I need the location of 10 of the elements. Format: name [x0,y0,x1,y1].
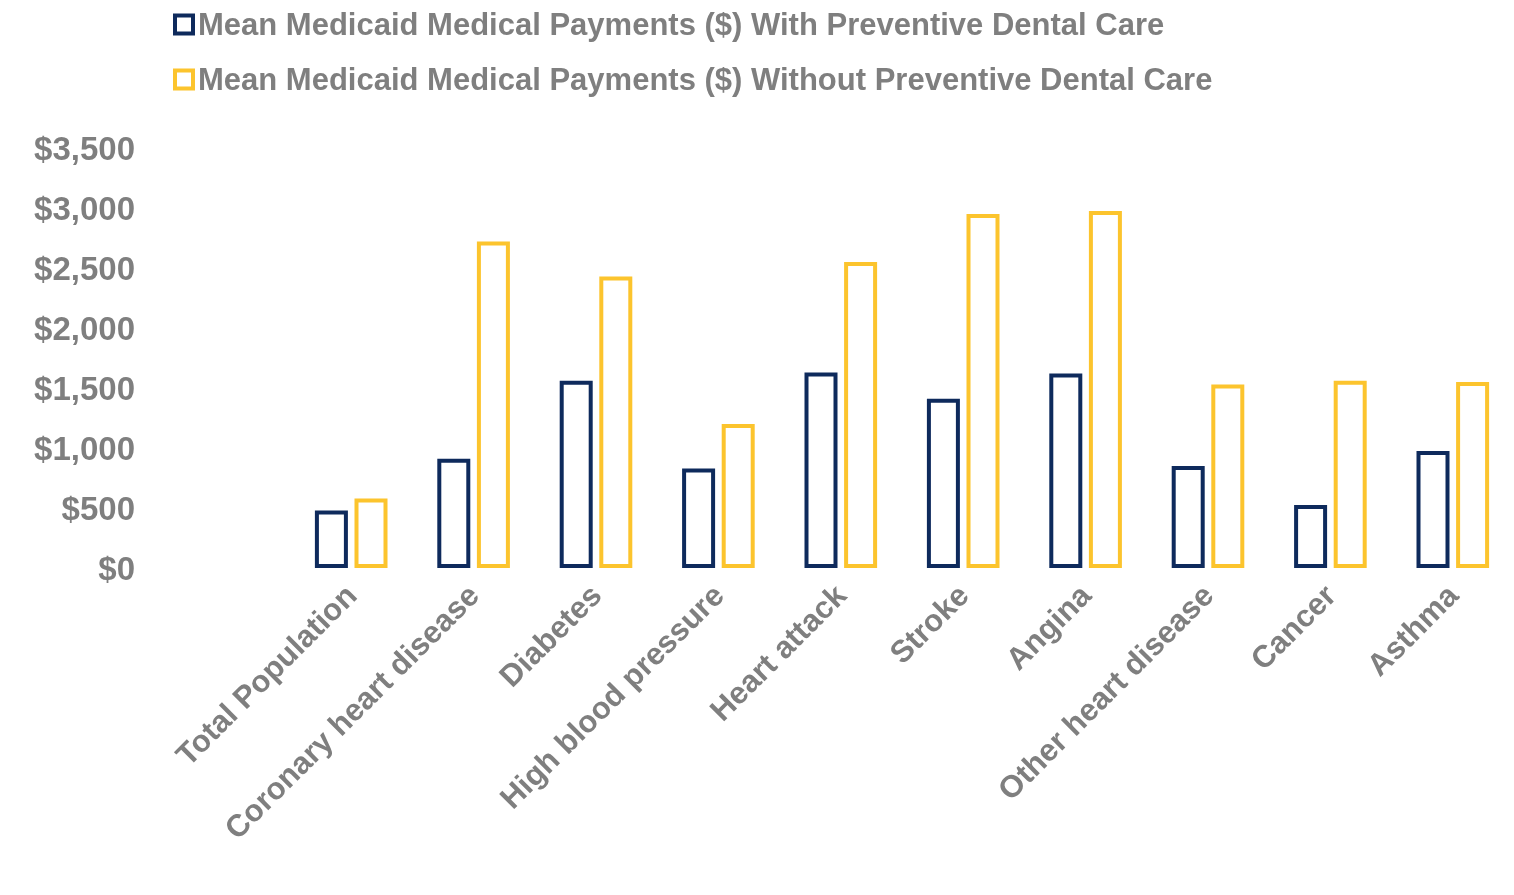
legend-label: Mean Medicaid Medical Payments ($) Without Preventive Dental Care [198,62,1213,97]
y-tick-label: $0 [98,549,135,587]
y-tick-label: $3,500 [34,129,135,167]
y-tick-label: $1,000 [34,429,135,467]
y-tick-label: $3,000 [34,189,135,227]
y-tick-label: $2,500 [34,249,135,287]
y-tick-label: $1,500 [34,369,135,407]
y-tick-label: $2,000 [34,309,135,347]
y-tick-label: $500 [61,489,135,527]
legend-label: Mean Medicaid Medical Payments ($) With Preventive Dental Care [198,7,1165,42]
